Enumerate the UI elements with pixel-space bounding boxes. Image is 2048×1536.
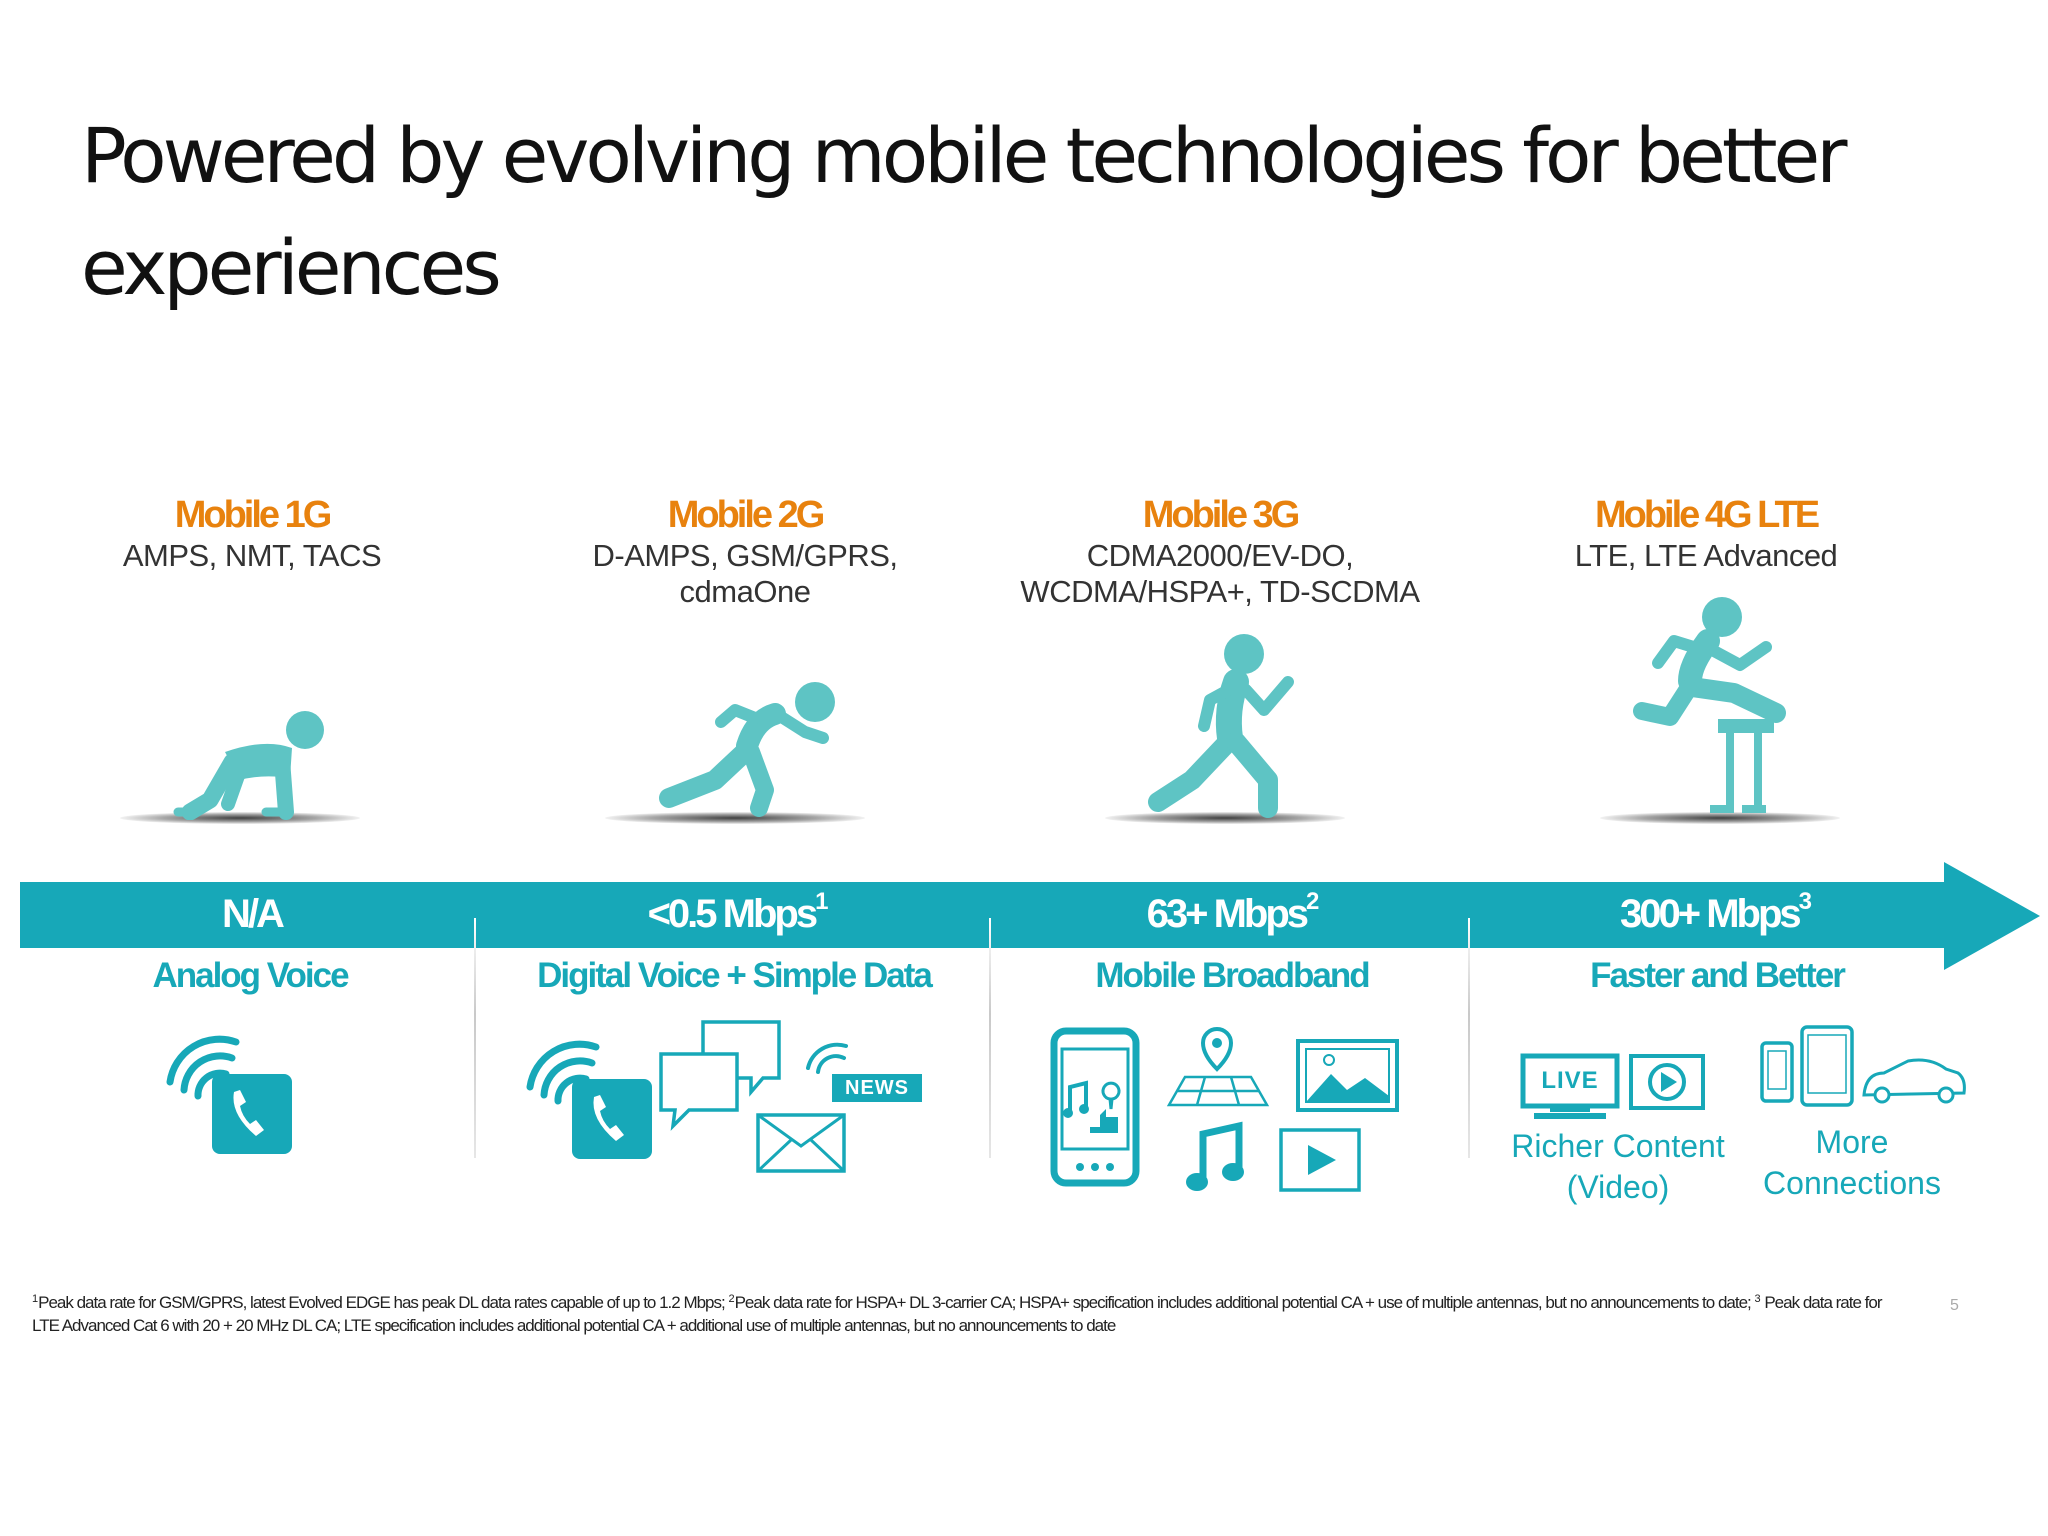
richer-content-line1: Richer Content <box>1511 1128 1725 1164</box>
rate-value: N/A <box>222 892 285 936</box>
generation-tech: LTE, LTE Advanced <box>1574 538 1838 573</box>
label-4g: Faster and Better <box>1590 956 1846 995</box>
running-person-icon <box>1148 634 1294 818</box>
generation-tech: cdmaOne <box>679 574 811 609</box>
rate-4g: 300+ Mbps3 <box>1620 888 1812 937</box>
crawling-person-icon <box>173 711 324 820</box>
generation-name: Mobile 3G <box>1142 494 1301 536</box>
footnote-ref-2: 2 <box>728 1293 735 1305</box>
rate-footnote-ref: 3 <box>1798 888 1813 915</box>
sprinting-start-person-icon <box>659 682 835 817</box>
music-note-icon <box>1186 1121 1244 1191</box>
section-divider <box>989 918 991 1158</box>
floor-shadow <box>1600 812 1840 824</box>
generation-tech: WCDMA/HSPA+, TD-SCDMA <box>1020 574 1420 609</box>
news-feed-icon <box>806 1042 922 1102</box>
generation-3g-header: Mobile 3G CDMA2000/EV-DO, WCDMA/HSPA+, T… <box>1020 492 1420 610</box>
map-location-icon <box>1166 1026 1270 1107</box>
more-connections-line2: Connections <box>1763 1165 1941 1201</box>
phone-call-icon <box>166 1035 292 1154</box>
live-tv-icon <box>1520 1053 1620 1119</box>
rate-1g: N/A <box>222 888 285 937</box>
floor-shadow <box>1105 812 1345 824</box>
slide-title: Powered by evolving mobile technologies … <box>81 100 1881 324</box>
slide-title-line2: experiences <box>81 223 502 312</box>
richer-content-line2: (Video) <box>1566 1169 1670 1205</box>
generation-4g-header: Mobile 4G LTE LTE, LTE Advanced <box>1575 492 1838 574</box>
generation-tech: CDMA2000/EV-DO, <box>1086 538 1354 573</box>
footnote: 1Peak data rate for GSM/GPRS, latest Evo… <box>32 1288 1892 1337</box>
floor-shadow <box>605 812 865 824</box>
news-badge: NEWS <box>845 1077 909 1099</box>
footnote-text-1: Peak data rate for GSM/GPRS, latest Evol… <box>38 1293 729 1312</box>
page-number: 5 <box>1950 1297 1959 1314</box>
label-2g: Digital Voice + Simple Data <box>537 956 933 995</box>
rate-footnote-ref: 2 <box>1306 888 1320 915</box>
phone-call-icon <box>526 1040 652 1159</box>
section-divider <box>1468 918 1470 1158</box>
label-3g: Mobile Broadband <box>1095 956 1370 995</box>
video-play-icon <box>1279 1128 1361 1192</box>
generation-1g-header: Mobile 1G AMPS, NMT, TACS <box>122 492 382 574</box>
section-divider <box>474 918 476 1158</box>
slide-title-line1: Powered by evolving mobile technologies … <box>81 111 1848 200</box>
generation-name: Mobile 1G <box>174 494 333 536</box>
generation-name: Mobile 2G <box>667 494 826 536</box>
rate-3g: 63+ Mbps2 <box>1147 888 1320 937</box>
footnote-ref-3: 3 <box>1754 1293 1761 1305</box>
chat-bubbles-icon <box>659 1020 781 1131</box>
footnote-text-2: Peak data rate for HSPA+ DL 3-carrier CA… <box>734 1293 1755 1312</box>
more-connections-line1: More <box>1815 1124 1889 1160</box>
footnote-ref-1: 1 <box>32 1293 39 1305</box>
generation-2g-header: Mobile 2G D-AMPS, GSM/GPRS, cdmaOne <box>593 492 898 610</box>
generation-tech: D-AMPS, GSM/GPRS, <box>592 538 898 573</box>
image-gallery-icon <box>1296 1039 1399 1112</box>
play-button-icon <box>1629 1054 1705 1110</box>
richer-content-caption: Richer Content (Video) <box>1511 1126 1724 1208</box>
rate-value: <0.5 Mbps <box>647 892 819 936</box>
rate-2g: <0.5 Mbps1 <box>648 888 829 937</box>
label-1g: Analog Voice <box>152 956 349 995</box>
generation-name: Mobile 4G LTE <box>1594 494 1820 536</box>
hurdling-person-icon <box>1633 597 1786 813</box>
devices-icon <box>1760 1025 1966 1107</box>
envelope-icon <box>756 1113 846 1173</box>
footnote-text-3: Peak data rate for LTE Advanced Cat 6 wi… <box>32 1293 1882 1335</box>
rate-value: 300+ Mbps <box>1619 892 1802 936</box>
rate-footnote-ref: 1 <box>815 888 829 915</box>
live-badge: LIVE <box>1541 1067 1599 1094</box>
generation-tech: AMPS, NMT, TACS <box>122 538 382 573</box>
smartphone-apps-icon <box>1050 1027 1140 1187</box>
more-connections-caption: More Connections <box>1763 1122 1941 1204</box>
rate-value: 63+ Mbps <box>1146 892 1309 936</box>
